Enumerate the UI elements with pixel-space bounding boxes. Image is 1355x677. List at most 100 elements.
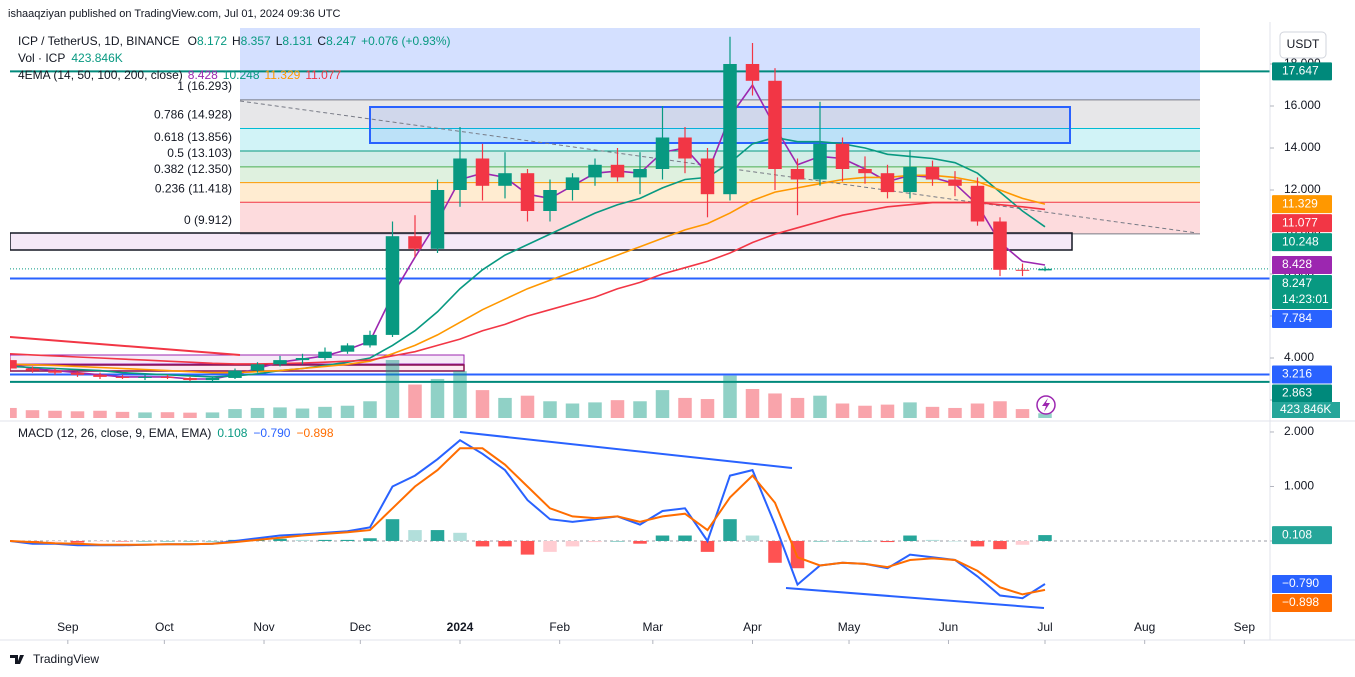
volume-bar <box>48 410 62 418</box>
price-badge-frame <box>1272 526 1332 545</box>
candle-layer <box>10 36 1052 382</box>
volume-bar <box>520 395 535 418</box>
x-tick-label: Sep <box>57 620 79 634</box>
candle-body <box>903 166 917 193</box>
candle-body <box>1038 268 1052 271</box>
candle-body <box>970 185 985 222</box>
ohlc-value: 8.131 <box>282 34 312 48</box>
price-badge-frame <box>1272 594 1332 613</box>
macd-histogram-bar <box>768 540 782 563</box>
price-badge-label: −0.898 <box>1282 595 1319 609</box>
volume-title: Vol · ICP <box>18 51 65 65</box>
macd-histogram-bar <box>363 538 377 541</box>
x-tick-label: Sep <box>1234 620 1256 634</box>
price-badge-label: 2.863 <box>1282 386 1312 400</box>
volume-bar <box>633 401 647 418</box>
volume-bar <box>880 404 895 418</box>
volume-bar <box>250 407 265 418</box>
price-badge-label: 7.784 <box>1282 311 1312 325</box>
x-tick-label: Jun <box>939 620 958 634</box>
y-tick-label: 4.000 <box>1284 350 1314 364</box>
macd-histogram-bar <box>610 540 625 542</box>
ohlc-value: 8.357 <box>241 34 271 48</box>
candle-body <box>115 376 130 378</box>
candle-body <box>588 164 602 178</box>
currency-label[interactable]: USDT <box>1287 37 1320 51</box>
volume-layer <box>10 360 1052 418</box>
candle-body <box>858 168 872 174</box>
ema-line <box>10 136 1046 378</box>
signal-line <box>10 447 1046 596</box>
candle-body <box>700 158 715 195</box>
macd-tick-label: 2.000 <box>1284 424 1314 438</box>
y-tick-label: 14.000 <box>1284 140 1321 154</box>
macd-histogram-bar <box>205 540 220 542</box>
candle-body <box>430 189 445 249</box>
volume-bar <box>790 397 805 418</box>
volume-value: 423.846K <box>71 51 122 65</box>
price-badge: 2.863 <box>1272 384 1332 403</box>
macd-histogram-bar <box>475 540 490 547</box>
volume-bar <box>340 405 355 418</box>
price-badge: 10.248 <box>1272 233 1332 252</box>
macd-histogram-bar <box>700 540 715 552</box>
macd-histogram-bar <box>453 532 467 541</box>
x-tick-label: Jul <box>1037 620 1052 634</box>
volume-bar <box>993 401 1007 418</box>
macd-histogram-bar <box>655 535 670 541</box>
ohlc-key: H <box>232 34 241 48</box>
ohlc-key: L <box>276 34 283 48</box>
macd-histogram-bar <box>70 540 85 543</box>
price-badge-label: 10.248 <box>1282 234 1319 248</box>
candle-body <box>543 189 557 211</box>
price-badge-label: 17.647 <box>1282 64 1319 78</box>
candle-body <box>205 377 220 381</box>
symbol-title: ICP / TetherUS, 1D, BINANCE <box>18 34 180 48</box>
x-tick-label: Nov <box>253 620 274 634</box>
volume-bar <box>813 395 827 418</box>
x-tick-label: Oct <box>155 620 174 634</box>
price-badge-frame <box>1272 214 1332 233</box>
volume-bar <box>25 410 40 418</box>
price-badge: 17.647 <box>1272 62 1332 81</box>
alert-bolt[interactable] <box>1042 398 1050 412</box>
price-badge-frame <box>1272 233 1332 252</box>
volume-bar <box>295 408 310 418</box>
logo: TradingView <box>10 652 99 666</box>
volume-bar <box>10 407 17 418</box>
ema-line <box>10 201 1046 365</box>
candle-body <box>160 376 175 378</box>
signal-value: −0.898 <box>296 426 333 440</box>
candle-body <box>25 368 40 371</box>
macd-histogram-bar <box>520 540 535 555</box>
logo-icon <box>10 655 24 664</box>
macd-histogram-bar <box>723 519 737 541</box>
ema-value: 11.077 <box>305 68 341 82</box>
price-badge: 7.784 <box>1272 310 1332 329</box>
macd-histogram-bar <box>880 540 895 543</box>
macd-histogram-bar <box>183 540 197 542</box>
volume-bar <box>678 397 692 418</box>
currency-button[interactable]: USDT <box>1279 31 1327 59</box>
macd-histogram-bar <box>385 519 400 541</box>
volume-bar <box>723 375 737 418</box>
volume-bar <box>363 401 377 418</box>
volume-bar <box>138 412 152 418</box>
macd-histogram-bar <box>138 540 152 542</box>
macd-histogram-bar <box>903 535 917 541</box>
x-tick-label: Feb <box>549 620 570 634</box>
price-badge: −0.790 <box>1272 575 1332 594</box>
macd-histogram-bar <box>970 540 985 547</box>
candle-body <box>768 80 782 169</box>
candle-body <box>723 63 737 195</box>
alert-icon[interactable] <box>1036 395 1056 415</box>
candle-body <box>408 236 422 249</box>
candle-body <box>228 370 242 378</box>
macd-histogram-bar <box>498 540 512 547</box>
macd-histogram-bar <box>858 540 872 542</box>
currency-button-frame[interactable] <box>1279 31 1327 59</box>
price-badge-label: 8.428 <box>1282 257 1312 271</box>
macd-histogram-bar <box>543 540 557 552</box>
fib-label: 0.5 (13.103) <box>167 146 232 160</box>
